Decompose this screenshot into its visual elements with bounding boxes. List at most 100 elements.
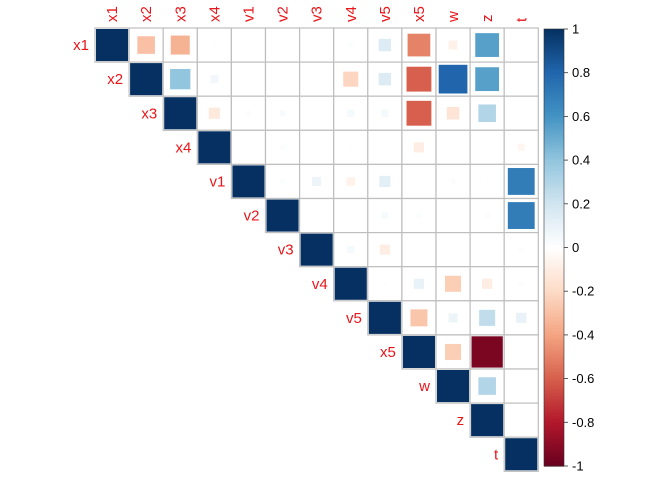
colorbar-segment (544, 107, 564, 111)
colorbar-segment (544, 129, 564, 133)
colorbar: 1 0.8 0.6 0.4 0.2 0 -0.2 -0.4 -0.6 -0.8 -1 (543, 22, 594, 474)
colorbar-segment (544, 53, 564, 56)
corr-square-v1-w (450, 179, 456, 184)
colorbar-segment (544, 142, 564, 146)
corr-square-v5-w (448, 313, 458, 323)
corr-square-v1-v3 (312, 176, 322, 186)
colorbar-segment (544, 365, 564, 369)
colorbar-segment (544, 280, 564, 284)
corr-square-x1-v4 (348, 42, 354, 48)
colorbar-segment (544, 221, 564, 225)
cell-x4-v1 (230, 129, 267, 166)
cell-x4-v5 (367, 129, 403, 166)
cell-v2-w (435, 197, 471, 234)
colorbar-segment (544, 39, 564, 43)
colorbar-segment (544, 138, 564, 142)
column-label-x3: x3 (172, 6, 189, 22)
colorbar-segment (544, 190, 564, 194)
corr-square-v1-t (507, 168, 535, 195)
colorbar-segment (544, 398, 564, 402)
corr-square-x2-v4 (343, 71, 359, 87)
colorbar-segment (544, 433, 564, 437)
colorbar-segment (544, 407, 564, 410)
colorbar-segment (544, 164, 564, 168)
corr-square-v3-v4 (347, 246, 355, 254)
colorbar-segment (544, 275, 564, 279)
colorbar-segment (544, 219, 564, 222)
row-label-x1: x1 (73, 37, 89, 54)
cell-x4-w (435, 129, 471, 166)
colorbar-segment (544, 48, 564, 52)
colorbar-segment (544, 267, 564, 270)
colorbar-segment (544, 157, 564, 161)
corr-square-v4-v4 (334, 267, 367, 300)
corr-square-v2-t (507, 202, 535, 229)
corr-square-x4-v2 (280, 145, 285, 150)
corr-square-v4-z (482, 278, 493, 289)
colorbar-segment (544, 247, 564, 251)
colorbar-segment (544, 254, 564, 257)
colorbar-segment (544, 400, 564, 404)
cell-x2-v5 (367, 61, 403, 97)
cell-z-t (503, 402, 539, 438)
cell-x3-v4 (333, 95, 369, 131)
colorbar-segment (544, 448, 564, 452)
colorbar-segment (544, 249, 564, 253)
colorbar-segment (544, 260, 564, 264)
colorbar-segment (544, 337, 564, 340)
corr-square-x3-v1 (246, 110, 251, 116)
column-label-x5: x5 (411, 6, 428, 22)
cell-x4-v3 (299, 129, 335, 166)
colorbar-segment (544, 378, 564, 382)
colorbar-segment (544, 171, 564, 174)
corr-square-x2-x5 (406, 66, 432, 92)
corr-square-x5-w (445, 343, 462, 360)
row-label-x4: x4 (175, 139, 191, 156)
corr-square-v1-x5 (417, 179, 421, 184)
column-label-x2: x2 (138, 6, 155, 22)
colorbar-segment (544, 422, 564, 426)
colorbar-segment (544, 179, 564, 183)
row-label-x2: x2 (107, 71, 123, 88)
corr-square-x3-x4 (208, 107, 220, 119)
column-label-w: w (445, 11, 462, 23)
colorbar-segment (544, 149, 564, 152)
colorbar-segment (544, 323, 564, 327)
corr-square-v2-x5 (416, 213, 422, 218)
corr-square-x1-v5 (378, 38, 392, 52)
column-label-v2: v2 (275, 6, 292, 22)
column-label-t: t (513, 17, 530, 22)
column-label-x1: x1 (104, 6, 121, 22)
colorbar-segment (544, 376, 564, 380)
colorbar-segment (544, 136, 564, 139)
colorbar-segment (544, 319, 564, 323)
corr-square-x1-x1 (96, 29, 129, 62)
colorbar-segment (544, 46, 564, 50)
colorbar-segment (544, 273, 564, 277)
colorbar-segment (544, 208, 564, 211)
colorbar-segment (544, 112, 564, 115)
colorbar-segment (544, 144, 564, 148)
colorbar-segment (544, 258, 564, 262)
colorbar-segment (544, 101, 564, 104)
colorbar-segment (544, 444, 564, 447)
row-label-z: z (457, 412, 465, 429)
colorbar-segment (544, 63, 564, 67)
colorbar-segment (544, 127, 564, 131)
row-label-t: t (494, 446, 499, 463)
colorbar-segment (544, 271, 564, 275)
corr-square-x1-w (448, 40, 458, 50)
colorbar-segment (544, 367, 564, 371)
cell-x5-t (503, 334, 539, 370)
colorbar-segment (544, 31, 564, 34)
colorbar-segment (544, 243, 564, 246)
colorbar-segment (544, 348, 564, 351)
colorbar-segment (544, 393, 564, 397)
colorbar-segment (544, 317, 564, 321)
colorbar-segment (544, 356, 564, 360)
colorbar-segment (544, 404, 564, 408)
corr-square-x2-x3 (170, 68, 191, 90)
corr-square-v3-v3 (300, 233, 333, 266)
colorbar-segment (544, 199, 564, 203)
colorbar-segment (544, 92, 564, 96)
